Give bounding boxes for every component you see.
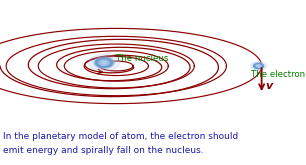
Text: v: v — [266, 81, 273, 91]
Circle shape — [95, 58, 113, 67]
Text: The electron: The electron — [251, 70, 305, 79]
Circle shape — [256, 65, 261, 67]
Circle shape — [257, 65, 260, 67]
Circle shape — [94, 57, 114, 68]
Circle shape — [89, 54, 119, 71]
Circle shape — [254, 63, 263, 69]
Circle shape — [250, 62, 267, 70]
Circle shape — [102, 61, 106, 64]
Text: emit energy and spirally fall on the nucleus.: emit energy and spirally fall on the nuc… — [3, 147, 204, 155]
Text: In the planetary model of atom, the electron should: In the planetary model of atom, the elec… — [3, 132, 238, 141]
Text: The nucleus: The nucleus — [116, 54, 168, 63]
Circle shape — [99, 60, 109, 66]
Circle shape — [253, 63, 264, 69]
